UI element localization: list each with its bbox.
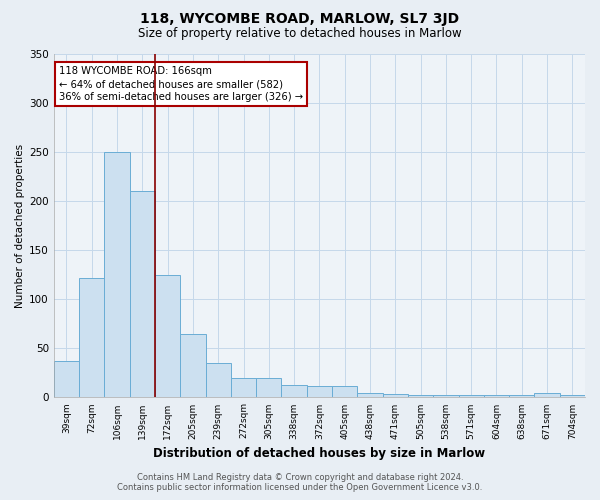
X-axis label: Distribution of detached houses by size in Marlow: Distribution of detached houses by size … [154,447,485,460]
Bar [433,396,458,398]
Bar [408,396,433,398]
Bar [358,392,383,398]
Text: Size of property relative to detached houses in Marlow: Size of property relative to detached ho… [138,28,462,40]
Bar [332,386,358,398]
Bar [79,278,104,398]
Bar [180,334,206,398]
Bar [509,396,535,398]
Bar [155,275,180,398]
Bar [458,396,484,398]
Text: Contains HM Land Registry data © Crown copyright and database right 2024.
Contai: Contains HM Land Registry data © Crown c… [118,473,482,492]
Text: 118, WYCOMBE ROAD, MARLOW, SL7 3JD: 118, WYCOMBE ROAD, MARLOW, SL7 3JD [140,12,460,26]
Bar [484,396,509,398]
Bar [307,386,332,398]
Bar [104,152,130,398]
Bar [256,378,281,398]
Bar [130,192,155,398]
Text: 118 WYCOMBE ROAD: 166sqm
← 64% of detached houses are smaller (582)
36% of semi-: 118 WYCOMBE ROAD: 166sqm ← 64% of detach… [59,66,303,102]
Bar [383,394,408,398]
Bar [535,392,560,398]
Bar [281,384,307,398]
Bar [206,363,231,398]
Bar [231,378,256,398]
Y-axis label: Number of detached properties: Number of detached properties [15,144,25,308]
Bar [560,396,585,398]
Bar [54,361,79,398]
